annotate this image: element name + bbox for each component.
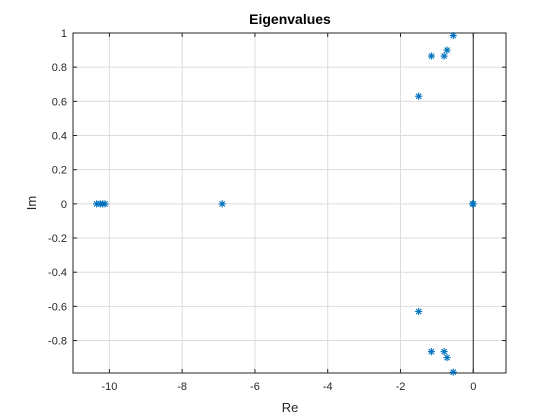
eigenvalue-point: [440, 52, 448, 60]
data-points: [93, 31, 477, 376]
y-tick-label: -0.2: [48, 233, 67, 245]
y-tick-label: 0.4: [52, 131, 67, 143]
eigenvalue-point: [218, 200, 226, 208]
chart-title: Eigenvalues: [249, 11, 331, 27]
grid: [73, 32, 506, 373]
axes-box: [72, 32, 507, 374]
x-axis-label: Re: [282, 400, 299, 415]
eigenvalue-point: [415, 92, 423, 100]
eigenvalue-point: [415, 307, 423, 316]
eigenvalue-point: [440, 348, 448, 356]
y-axis-label: Im: [24, 196, 39, 210]
y-tick-label: 0.8: [52, 62, 67, 74]
eigenvalue-point: [427, 52, 436, 60]
y-tick-label: 0.2: [52, 165, 67, 177]
x-tick-label: -4: [323, 381, 333, 393]
eigenvalue-point: [101, 200, 109, 208]
eigenvalue-point: [449, 368, 457, 376]
eigenvalue-point: [443, 46, 451, 54]
y-ticks: 1 0.8 0.6 0.4 0.2 0 -0.2 -0.4 -0.6 -0.8: [48, 28, 506, 348]
x-tick-label: -6: [250, 381, 260, 393]
eigenvalue-point: [449, 31, 457, 40]
x-tick-label: -8: [177, 381, 187, 393]
x-tick-label: 0: [470, 381, 476, 393]
y-tick-label: -0.8: [48, 336, 67, 348]
x-tick-label: -10: [101, 381, 117, 393]
eigenvalue-point: [469, 200, 477, 208]
y-tick-label: 0: [61, 199, 67, 211]
y-tick-label: 1: [61, 28, 67, 40]
x-tick-label: -2: [396, 381, 406, 393]
eigenvalue-point: [443, 354, 451, 362]
y-tick-label: 0.6: [52, 96, 67, 108]
y-tick-label: -0.4: [48, 267, 67, 279]
y-tick-label: -0.6: [48, 301, 67, 313]
eigenvalue-point: [427, 348, 436, 356]
x-ticks: -10 -8 -6 -4 -2 0: [101, 33, 476, 393]
